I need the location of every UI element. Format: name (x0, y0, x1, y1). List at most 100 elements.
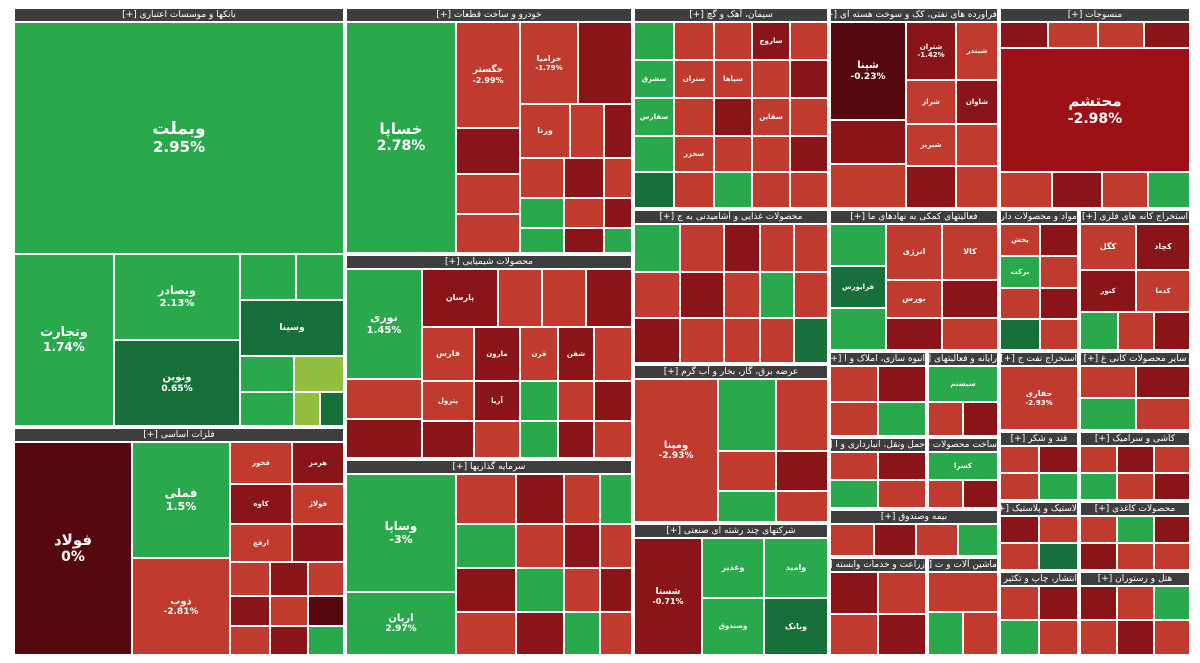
stock-tile[interactable]: سفارس (634, 98, 674, 136)
stock-tile[interactable] (878, 452, 926, 480)
stock-tile[interactable] (1080, 586, 1117, 620)
stock-tile[interactable]: کگل (1080, 224, 1136, 270)
stock-tile[interactable]: خساپا 2.78% (346, 22, 456, 253)
stock-tile[interactable] (1136, 366, 1190, 398)
stock-tile[interactable] (320, 392, 344, 426)
stock-tile[interactable] (1080, 543, 1117, 570)
stock-tile[interactable] (724, 224, 760, 272)
stock-tile[interactable] (1136, 398, 1190, 430)
stock-tile[interactable]: کنور (1080, 270, 1136, 312)
stock-tile[interactable] (878, 366, 926, 402)
stock-tile[interactable] (498, 269, 542, 327)
stock-tile[interactable] (724, 318, 760, 363)
stock-tile[interactable] (680, 224, 724, 272)
sector-header[interactable]: زراعت و خدمات وابسته [+] (830, 558, 926, 572)
stock-tile[interactable]: قرن (520, 327, 558, 381)
sector-header[interactable]: فراورده های نفتی، کک و سوخت هسته ای [+] (830, 8, 998, 22)
sector-header[interactable]: مواد و محصولات دارویی [+] (1000, 210, 1078, 224)
stock-tile[interactable] (928, 572, 998, 612)
stock-tile[interactable] (942, 280, 998, 318)
stock-tile[interactable]: ومپنا -2.93% (634, 379, 718, 522)
stock-tile[interactable] (456, 612, 516, 655)
stock-tile[interactable] (604, 104, 632, 158)
stock-tile[interactable] (752, 172, 790, 208)
stock-tile[interactable] (240, 356, 294, 392)
stock-tile[interactable] (600, 474, 632, 524)
sector-header[interactable]: قند و شکر [+] (1000, 432, 1078, 446)
stock-tile[interactable] (874, 524, 916, 556)
stock-tile[interactable] (1080, 473, 1117, 500)
stock-tile[interactable] (794, 224, 828, 272)
stock-tile[interactable]: وبانک (764, 598, 828, 655)
stock-tile[interactable] (240, 254, 296, 300)
stock-tile[interactable]: فارس (422, 327, 474, 381)
stock-tile[interactable] (830, 366, 878, 402)
stock-tile[interactable]: بورس (886, 280, 942, 318)
stock-tile[interactable] (963, 402, 998, 436)
stock-tile[interactable] (830, 524, 874, 556)
stock-tile[interactable] (296, 254, 344, 300)
stock-tile[interactable] (230, 596, 270, 626)
stock-tile[interactable] (714, 136, 752, 172)
stock-tile[interactable] (674, 22, 714, 60)
sector-header[interactable]: سیمان، آهک و گچ [+] (634, 8, 828, 22)
stock-tile[interactable]: هرمز (292, 442, 344, 484)
stock-tile[interactable] (1040, 224, 1078, 256)
stock-tile[interactable] (346, 419, 422, 458)
stock-tile[interactable] (878, 572, 926, 614)
stock-tile[interactable] (634, 172, 674, 208)
stock-tile[interactable] (1039, 446, 1078, 473)
stock-tile[interactable] (956, 166, 998, 208)
stock-tile[interactable] (1154, 543, 1190, 570)
stock-tile[interactable] (958, 524, 998, 556)
sector-header[interactable]: هتل و رستوران [+] (1080, 572, 1190, 586)
stock-tile[interactable] (928, 402, 963, 436)
stock-tile[interactable] (564, 474, 600, 524)
stock-tile[interactable]: فولاد 0% (14, 442, 132, 655)
sector-header[interactable]: سرمایه گذاریها [+] (346, 460, 632, 474)
stock-tile[interactable] (830, 572, 878, 614)
stock-tile[interactable] (1000, 22, 1048, 48)
stock-tile[interactable]: حفاری -2.93% (1000, 366, 1078, 430)
stock-tile[interactable]: ورنا (520, 104, 570, 158)
stock-tile[interactable] (776, 379, 828, 451)
stock-tile[interactable] (1080, 516, 1117, 543)
sector-header[interactable]: لاستیک و پلاستیک [+] (1000, 502, 1078, 516)
stock-tile[interactable] (760, 272, 794, 318)
stock-tile[interactable] (886, 318, 942, 350)
stock-tile[interactable] (794, 318, 828, 363)
stock-tile[interactable] (928, 480, 963, 508)
stock-tile[interactable] (558, 421, 594, 458)
stock-tile[interactable]: مارون (474, 327, 520, 381)
stock-tile[interactable]: خزامیا -1.79% (520, 22, 578, 104)
stock-tile[interactable] (830, 452, 878, 480)
stock-tile[interactable]: نوری 1.45% (346, 269, 422, 379)
stock-tile[interactable]: شپنا -0.23% (830, 22, 906, 120)
stock-tile[interactable] (634, 22, 674, 60)
sector-header[interactable]: انتشار، چاپ و تکثیر [+] (1000, 572, 1078, 586)
stock-tile[interactable] (520, 158, 564, 198)
sector-header[interactable]: استخراج نفت ج [+] (1000, 352, 1078, 366)
stock-tile[interactable] (578, 22, 632, 104)
stock-tile[interactable]: فملی 1.5% (132, 442, 230, 558)
stock-tile[interactable] (1117, 516, 1154, 543)
stock-tile[interactable] (674, 98, 714, 136)
stock-tile[interactable] (1000, 446, 1039, 473)
stock-tile[interactable] (270, 562, 308, 596)
stock-tile[interactable] (718, 379, 776, 451)
stock-tile[interactable] (564, 568, 600, 612)
stock-tile[interactable] (878, 480, 926, 508)
stock-tile[interactable]: پخش (1000, 224, 1040, 256)
stock-tile[interactable]: وامید (764, 538, 828, 598)
stock-tile[interactable]: وساپا -3% (346, 474, 456, 592)
stock-tile[interactable] (1117, 473, 1154, 500)
stock-tile[interactable]: محتشم -2.98% (1000, 48, 1190, 172)
stock-tile[interactable] (564, 228, 604, 253)
stock-tile[interactable]: کالا (942, 224, 998, 280)
stock-tile[interactable] (830, 308, 886, 350)
stock-tile[interactable] (680, 318, 724, 363)
stock-tile[interactable] (604, 198, 632, 228)
stock-tile[interactable] (1000, 288, 1040, 319)
stock-tile[interactable] (760, 224, 794, 272)
stock-tile[interactable] (600, 524, 632, 568)
